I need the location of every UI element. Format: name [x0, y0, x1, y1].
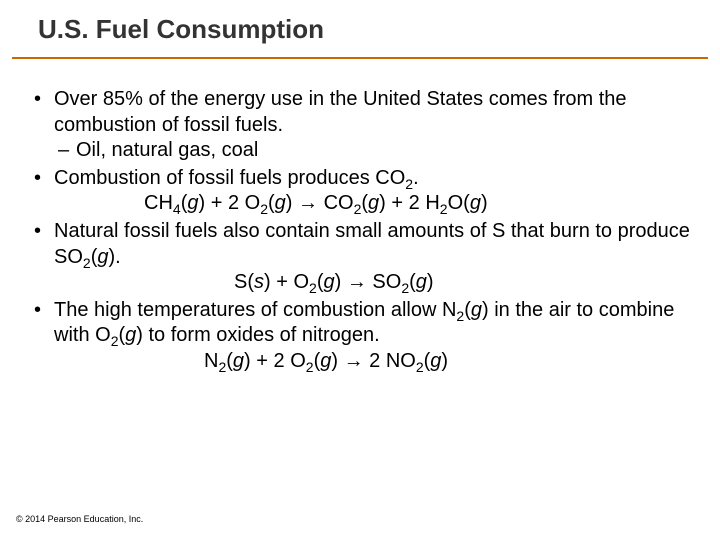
eq3-n-sub: 2 — [218, 359, 226, 375]
equation-2: S(s) + O2(g) → SO2(g) — [54, 270, 692, 296]
eq1-o-phase: g — [275, 192, 286, 214]
eq3-coef2: 2 — [369, 350, 386, 372]
eq2-arrow: → — [347, 271, 367, 293]
eq3-n-phase: g — [233, 350, 244, 372]
eq1-ch: CH — [144, 192, 173, 214]
eq1-o-sub: 2 — [260, 201, 268, 217]
eq1-ho: O — [448, 192, 464, 214]
content-area: Over 85% of the energy use in the United… — [0, 59, 720, 375]
b4-sub2: 2 — [111, 333, 119, 349]
eq2-plus: + — [271, 271, 294, 293]
bullet-3: Natural fossil fuels also contain small … — [28, 219, 692, 296]
eq3-coef1: 2 — [274, 350, 291, 372]
eq2-o: O — [293, 271, 309, 293]
bullet-2-post: . — [413, 167, 419, 189]
bullet-1-text: Over 85% of the energy use in the United… — [54, 88, 627, 136]
page-title: U.S. Fuel Consumption — [38, 14, 720, 45]
copyright-footer: © 2014 Pearson Education, Inc. — [16, 514, 143, 524]
b3-sub: 2 — [83, 255, 91, 271]
b3-phase: g — [97, 246, 108, 268]
eq3-plus: + — [251, 350, 274, 372]
eq3-o-phase: g — [320, 350, 331, 372]
b4-phase2: g — [125, 324, 136, 346]
bullet-2-pre: Combustion of fossil fuels produces CO — [54, 167, 405, 189]
bullet-1-sub: Oil, natural gas, coal — [54, 138, 692, 164]
eq2-s-phase: s — [254, 271, 264, 293]
b4-phase1: g — [471, 299, 482, 321]
bullet-3-pre: Natural fossil fuels also contain small … — [54, 220, 690, 268]
eq3-n: N — [204, 350, 218, 372]
eq3-o: O — [290, 350, 306, 372]
eq1-h-sub: 2 — [440, 201, 448, 217]
eq1-h2o-phase: g — [470, 192, 481, 214]
bullet-3-post: ). — [109, 246, 121, 268]
eq1-coef1: 2 — [228, 192, 245, 214]
eq1-co: CO — [324, 192, 354, 214]
eq3-no-phase: g — [430, 350, 441, 372]
eq2-o-sub: 2 — [309, 280, 317, 296]
eq1-ch-sub: 4 — [173, 201, 181, 217]
eq1-co-sub: 2 — [354, 201, 362, 217]
sub-2: 2 — [405, 176, 413, 192]
eq1-plus1: + — [205, 192, 228, 214]
eq1-ch-phase: g — [187, 192, 198, 214]
eq3-arrow: → — [344, 350, 364, 372]
bullet-1-sub-text: Oil, natural gas, coal — [76, 139, 258, 161]
equation-3: N2(g) + 2 O2(g) → 2 NO2(g) — [54, 349, 692, 375]
bullet-1: Over 85% of the energy use in the United… — [28, 87, 692, 164]
b4-sub1: 2 — [456, 308, 464, 324]
bullet-4-pre: The high temperatures of combustion allo… — [54, 299, 456, 321]
eq1-plus2: + — [386, 192, 409, 214]
equation-1: CH4(g) + 2 O2(g) → CO2(g) + 2 H2O(g) — [54, 191, 692, 217]
eq3-no: NO — [386, 350, 416, 372]
eq3-no-sub: 2 — [416, 359, 424, 375]
bullet-4: The high temperatures of combustion allo… — [28, 298, 692, 375]
eq1-arrow: → — [298, 192, 318, 214]
bullet-2: Combustion of fossil fuels produces CO2.… — [28, 166, 692, 217]
eq1-coef2: 2 — [409, 192, 426, 214]
eq1-h: H — [425, 192, 439, 214]
eq2-so: SO — [372, 271, 401, 293]
eq1-o: O — [245, 192, 261, 214]
eq2-s: S — [234, 271, 247, 293]
eq2-so-sub: 2 — [401, 280, 409, 296]
eq2-so-phase: g — [416, 271, 427, 293]
eq1-co-phase: g — [368, 192, 379, 214]
eq3-o-sub: 2 — [306, 359, 314, 375]
bullet-4-mid2: ) to form oxides of nitrogen. — [136, 324, 379, 346]
eq2-o-phase: g — [324, 271, 335, 293]
